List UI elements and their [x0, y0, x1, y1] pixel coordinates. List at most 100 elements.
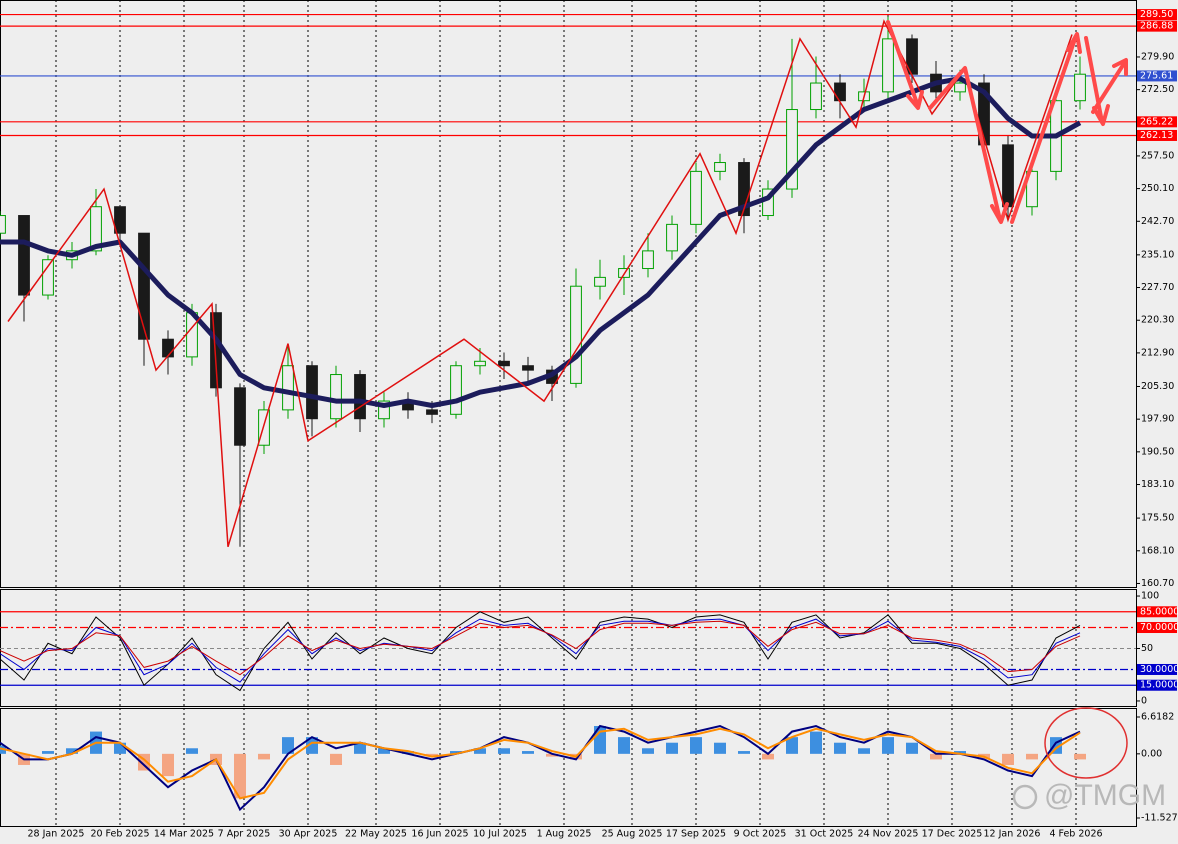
y-tick-label: 175.50 — [1141, 513, 1174, 524]
histogram-bar — [162, 753, 174, 777]
arrow-head — [990, 202, 1009, 224]
x-tick-label: 1 Aug 2025 — [537, 829, 592, 840]
candle-body — [162, 338, 174, 358]
histogram-bar — [666, 742, 678, 754]
histogram-bar — [114, 742, 126, 754]
arrow — [1091, 60, 1127, 114]
arrow — [928, 66, 1002, 222]
panel-frame — [0, 708, 1137, 827]
y-tick-label: 190.50 — [1141, 446, 1174, 457]
level-label-box — [1137, 679, 1177, 691]
candle-body — [786, 109, 798, 190]
level-label: 70.0000 — [1140, 622, 1178, 633]
candle-body — [642, 250, 654, 270]
x-tick-label: 20 Feb 2025 — [90, 829, 149, 840]
y-tick-label: 279.90 — [1141, 51, 1174, 62]
x-tick-label: 4 Feb 2026 — [1049, 829, 1102, 840]
histogram-bar — [474, 748, 486, 754]
candle-body — [282, 365, 294, 411]
histogram-bar — [906, 742, 918, 754]
candle-body — [42, 259, 54, 296]
level-label-box — [1137, 622, 1177, 634]
candle-body — [0, 215, 6, 234]
candle-body — [330, 374, 342, 420]
histogram-bar — [234, 753, 246, 799]
histogram-bar — [450, 751, 462, 754]
x-tick-label: 31 Oct 2025 — [795, 829, 854, 840]
candle-body — [570, 285, 582, 384]
histogram-bar — [498, 748, 510, 754]
candle-body — [738, 162, 750, 217]
level-label: 286.88 — [1140, 21, 1173, 32]
histogram-bar — [306, 737, 318, 754]
histogram-bar — [258, 753, 270, 760]
moving-average — [0, 76, 1082, 408]
x-tick-label: 17 Sep 2025 — [666, 829, 726, 840]
level-label: 265.22 — [1140, 116, 1173, 127]
y-tick-label: 220.30 — [1141, 315, 1174, 326]
candle-body — [306, 365, 318, 420]
y-tick-label: 183.10 — [1141, 479, 1174, 490]
candle-body — [474, 360, 486, 367]
histogram-bar — [42, 751, 54, 754]
candle-body — [522, 365, 534, 371]
histogram-bar — [714, 742, 726, 754]
x-tick-label: 10 Jul 2025 — [473, 829, 527, 840]
histogram-bar — [66, 748, 78, 754]
candle-body — [138, 232, 150, 340]
candle-body — [114, 206, 126, 234]
candle-body — [450, 365, 462, 415]
y-tick-label: 205.30 — [1141, 381, 1174, 392]
histogram-bar — [642, 748, 654, 754]
y-tick-label: 235.10 — [1141, 249, 1174, 260]
level-label: 85.0000 — [1140, 606, 1178, 617]
candle-body — [426, 409, 438, 415]
level-label-box — [1137, 9, 1177, 21]
arrow-head — [1112, 58, 1128, 76]
y-tick-label: 227.70 — [1141, 282, 1174, 293]
arrow-head — [1092, 104, 1110, 126]
histogram-bar — [330, 753, 342, 765]
zigzag — [7, 19, 1073, 548]
candle-body — [1026, 170, 1038, 208]
candle-body — [882, 38, 894, 93]
arrow — [1010, 34, 1078, 224]
y-tick-label: 197.90 — [1141, 414, 1174, 425]
oscillator-line — [0, 620, 1081, 676]
y-tick-label: 242.70 — [1141, 216, 1174, 227]
y-tick-label: 6.6182 — [1141, 711, 1174, 722]
level-label: 15.0000 — [1140, 680, 1178, 691]
y-tick-label: 0.00 — [1141, 748, 1162, 759]
x-tick-label: 9 Oct 2025 — [734, 829, 787, 840]
histogram-bar — [930, 753, 942, 760]
candle-body — [834, 82, 846, 102]
level-label-box — [1137, 129, 1177, 141]
histogram-bar — [834, 742, 846, 754]
histogram-bar — [522, 751, 534, 754]
candle-body — [690, 170, 702, 225]
histogram-bar — [810, 731, 822, 754]
candle-body — [498, 360, 510, 367]
candle-body — [594, 276, 606, 287]
watermark-logo — [1012, 784, 1038, 810]
candle-body — [810, 82, 822, 111]
annotations — [886, 20, 1128, 779]
x-tick-label: 7 Apr 2025 — [218, 829, 271, 840]
histogram-bar — [786, 737, 798, 754]
histogram-bar — [282, 737, 294, 754]
candle-body — [354, 374, 366, 420]
candle-body — [666, 223, 678, 252]
candle-body — [378, 400, 390, 420]
histogram-bar — [1074, 753, 1086, 760]
arrow — [886, 20, 920, 108]
y-tick-label: 272.50 — [1141, 84, 1174, 95]
level-label-box — [1137, 70, 1177, 82]
x-tick-label: 12 Jan 2026 — [984, 829, 1041, 840]
histogram-bar — [954, 751, 966, 754]
candle-body — [90, 206, 102, 252]
x-tick-label: 24 Nov 2025 — [858, 829, 919, 840]
level-label-box — [1137, 20, 1177, 32]
candle-body — [1002, 144, 1014, 208]
